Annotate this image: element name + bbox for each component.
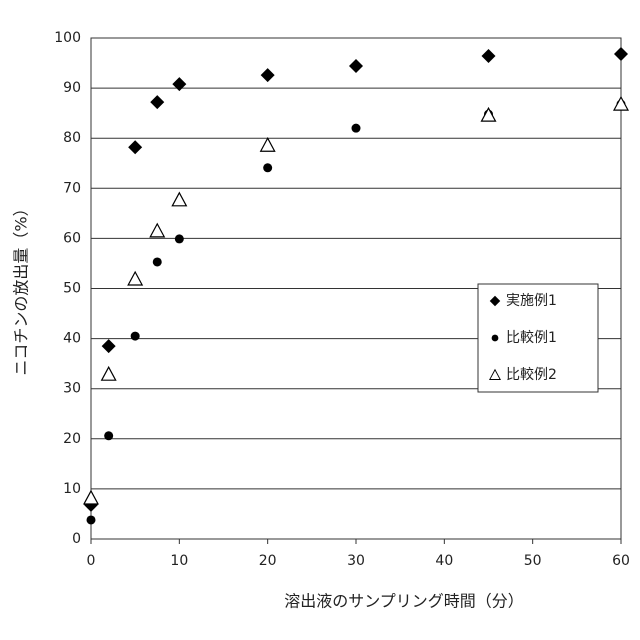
data-point [172, 77, 186, 91]
y-axis-label: ニコチンの放出量（%） [12, 200, 31, 375]
y-tick-label: 50 [63, 281, 81, 297]
y-tick-label: 80 [63, 130, 81, 146]
y-tick-label: 70 [63, 180, 81, 196]
data-point [128, 140, 142, 154]
data-point [352, 124, 361, 133]
data-point [614, 47, 628, 61]
x-tick-label: 60 [612, 553, 630, 569]
data-point [150, 224, 164, 237]
x-axis-label: 溶出液のサンプリング時間（分） [284, 592, 524, 611]
data-point [87, 515, 96, 524]
data-point [131, 332, 140, 341]
legend-label: 比較例2 [506, 367, 557, 383]
y-tick-label: 10 [63, 481, 81, 497]
x-tick-label: 10 [170, 553, 188, 569]
data-point [128, 272, 142, 285]
data-point [172, 193, 186, 206]
data-point [150, 95, 164, 109]
data-point [261, 68, 275, 82]
y-tick-label: 20 [63, 431, 81, 447]
y-tick-label: 40 [63, 331, 81, 347]
y-tick-label: 60 [63, 230, 81, 246]
y-tick-label: 30 [63, 381, 81, 397]
x-tick-label: 30 [347, 553, 365, 569]
y-tick-label: 90 [63, 80, 81, 96]
y-tick-label: 0 [72, 531, 81, 547]
data-point [614, 97, 628, 110]
data-point [263, 163, 272, 172]
legend-label: 実施例1 [506, 293, 557, 309]
legend-label: 比較例1 [506, 330, 557, 346]
data-point [104, 431, 113, 440]
data-point [175, 234, 184, 243]
x-tick-label: 20 [259, 553, 277, 569]
data-point [153, 257, 162, 266]
data-point [102, 339, 116, 353]
y-tick-label: 100 [54, 30, 81, 46]
x-tick-label: 0 [87, 553, 96, 569]
data-point [261, 138, 275, 151]
data-point [482, 108, 496, 121]
data-point [84, 491, 98, 504]
data-point [349, 59, 363, 73]
x-tick-label: 50 [524, 553, 542, 569]
x-tick-label: 40 [435, 553, 453, 569]
data-point [102, 367, 116, 380]
data-point [482, 49, 496, 63]
legend-marker [492, 335, 499, 342]
